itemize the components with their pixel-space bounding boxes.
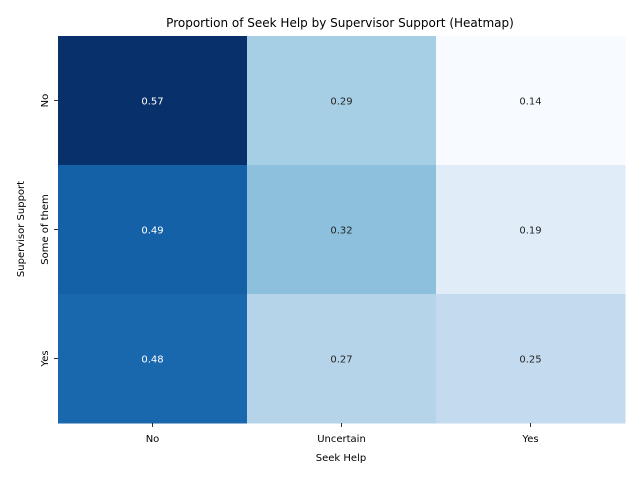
cell-value-label: 0.57	[141, 97, 163, 108]
x-tick-label: No	[146, 434, 160, 445]
x-tick-label: Uncertain	[317, 434, 366, 445]
cell-value-label: 0.25	[519, 355, 541, 366]
heatmap-cell	[58, 165, 248, 295]
heatmap-cell	[58, 36, 248, 166]
y-tick-label: Some of them	[40, 194, 51, 265]
cell-value-label: 0.48	[141, 355, 163, 366]
heatmap-cells	[58, 36, 626, 424]
heatmap-cell	[436, 165, 626, 295]
heatmap-cell	[436, 294, 626, 424]
y-tick-label: Yes	[40, 350, 51, 367]
cell-value-label: 0.14	[519, 97, 541, 108]
cell-value-label: 0.19	[519, 226, 541, 237]
cell-value-label: 0.27	[330, 355, 352, 366]
heatmap-cell	[247, 165, 437, 295]
y-tick-label: No	[40, 94, 51, 108]
cell-value-label: 0.32	[330, 226, 352, 237]
cell-value-label: 0.49	[141, 226, 163, 237]
heatmap-cell	[247, 36, 437, 166]
y-axis-label: Supervisor Support	[16, 181, 27, 277]
x-axis-label: Seek Help	[316, 453, 366, 464]
cell-value-label: 0.29	[330, 97, 352, 108]
heatmap-cell	[58, 294, 248, 424]
heatmap-cell	[436, 36, 626, 166]
y-axis: No Some of them Yes	[40, 94, 58, 368]
x-tick-label: Yes	[521, 434, 538, 445]
heatmap-value-labels: 0.57 0.29 0.14 0.49 0.32 0.19 0.48 0.27 0.25	[141, 97, 541, 366]
heatmap-cell	[247, 294, 437, 424]
x-axis: No Uncertain Yes	[146, 423, 539, 445]
chart-title: Proportion of Seek Help by Supervisor Su…	[166, 16, 514, 30]
